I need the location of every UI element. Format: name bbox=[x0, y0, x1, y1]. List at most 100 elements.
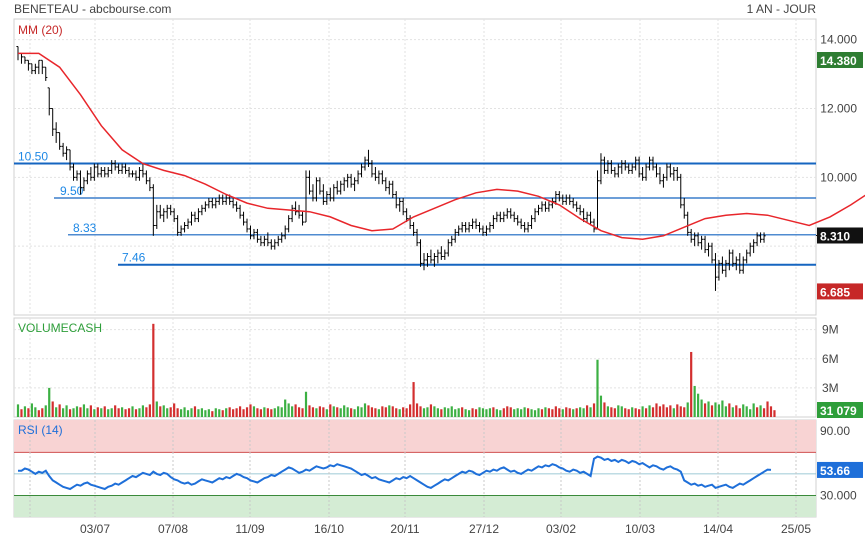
candle bbox=[405, 208, 409, 223]
volume-bar bbox=[89, 405, 92, 417]
x-tick-label: 20/11 bbox=[390, 522, 419, 536]
candle bbox=[356, 170, 360, 185]
volume-bar bbox=[565, 407, 568, 417]
candle bbox=[758, 232, 763, 243]
volume-bar bbox=[65, 405, 68, 417]
volume-bar bbox=[426, 407, 429, 417]
rsi-zones bbox=[14, 420, 816, 517]
candle bbox=[408, 215, 412, 229]
candle bbox=[738, 253, 742, 274]
candle bbox=[61, 142, 65, 157]
volume-bar bbox=[651, 407, 655, 417]
volume-bar bbox=[471, 408, 474, 417]
volume-bar bbox=[714, 402, 717, 417]
candle bbox=[578, 204, 582, 216]
candle bbox=[561, 194, 565, 205]
volume-bar bbox=[450, 406, 453, 417]
candle bbox=[134, 170, 138, 181]
candle bbox=[300, 211, 305, 226]
volume-bar bbox=[350, 408, 353, 417]
volume-bar bbox=[506, 406, 509, 417]
volume-bar bbox=[488, 408, 492, 417]
candle bbox=[259, 235, 263, 247]
volume-bar bbox=[433, 406, 436, 417]
candle bbox=[287, 215, 291, 233]
volume-bar bbox=[679, 406, 682, 417]
volume-bar bbox=[117, 408, 120, 417]
candle bbox=[436, 249, 440, 264]
volume-bar bbox=[315, 408, 318, 417]
candle bbox=[529, 215, 534, 229]
candle bbox=[117, 163, 121, 174]
volume-bar bbox=[513, 409, 516, 417]
volume-bar bbox=[589, 407, 592, 417]
candle bbox=[752, 239, 756, 254]
candle bbox=[189, 211, 194, 226]
candle bbox=[470, 218, 475, 229]
candle bbox=[384, 177, 388, 192]
volume-bar bbox=[179, 409, 183, 417]
volume-bar bbox=[599, 395, 603, 417]
volume-bar bbox=[665, 407, 668, 417]
volume-bar bbox=[533, 410, 537, 417]
candle bbox=[276, 235, 280, 247]
volume-bar bbox=[391, 406, 394, 417]
candle bbox=[26, 59, 31, 71]
candle bbox=[713, 253, 718, 291]
volume-bar bbox=[592, 403, 596, 417]
volume-bar bbox=[228, 407, 231, 417]
volume-bar bbox=[756, 407, 759, 417]
candle bbox=[411, 222, 416, 236]
candle bbox=[741, 256, 745, 274]
volume-bar bbox=[683, 407, 686, 417]
price-y-tick: 14.000 bbox=[820, 33, 857, 47]
candle bbox=[325, 191, 329, 205]
rsi-y-tick: 90.00 bbox=[820, 424, 850, 438]
candle bbox=[172, 208, 176, 223]
x-tick-label: 27/12 bbox=[469, 522, 499, 536]
volume-bar bbox=[721, 400, 724, 417]
candle bbox=[255, 228, 260, 243]
rsi-y-tick: 30.000 bbox=[820, 488, 857, 502]
candle bbox=[505, 208, 509, 219]
volume-bar bbox=[710, 405, 714, 417]
volume-bar bbox=[402, 407, 405, 417]
candle bbox=[588, 211, 593, 226]
volume-bar bbox=[277, 406, 280, 417]
candle bbox=[318, 177, 322, 195]
candle bbox=[332, 184, 336, 202]
volume-bar bbox=[395, 408, 398, 417]
badge-last-text: 8.310 bbox=[820, 229, 850, 243]
candle bbox=[516, 215, 520, 226]
volume-bar bbox=[218, 409, 221, 417]
candle bbox=[37, 59, 41, 75]
candle bbox=[394, 191, 398, 209]
volume-bar bbox=[325, 409, 328, 417]
volume-bar bbox=[624, 408, 627, 417]
support-resistance-lines: 10.50 9.50 8.33 7.46 bbox=[14, 150, 816, 266]
volume-bar bbox=[173, 403, 176, 417]
volume-bar bbox=[468, 410, 471, 417]
volume-bar bbox=[200, 408, 204, 417]
candle bbox=[734, 256, 738, 271]
candle bbox=[693, 232, 697, 247]
volume-bar bbox=[773, 410, 776, 417]
volume-bar bbox=[728, 403, 731, 417]
volume-bar bbox=[405, 408, 408, 417]
candle bbox=[217, 194, 221, 205]
volume-bar bbox=[495, 409, 498, 417]
candle bbox=[245, 218, 249, 233]
volume-bar bbox=[742, 404, 745, 417]
badge-rsi: 53.66 bbox=[817, 461, 863, 478]
volume-bar bbox=[544, 407, 547, 417]
volume-bar bbox=[207, 409, 210, 417]
candle bbox=[294, 201, 298, 216]
volume-bar bbox=[384, 407, 387, 417]
price-y-tick: 10.000 bbox=[820, 170, 857, 184]
volume-bar bbox=[297, 407, 301, 417]
volume-bar bbox=[627, 409, 630, 417]
candle bbox=[682, 197, 686, 219]
candle bbox=[82, 177, 86, 192]
candle bbox=[151, 184, 155, 236]
volume-bar bbox=[55, 407, 58, 417]
